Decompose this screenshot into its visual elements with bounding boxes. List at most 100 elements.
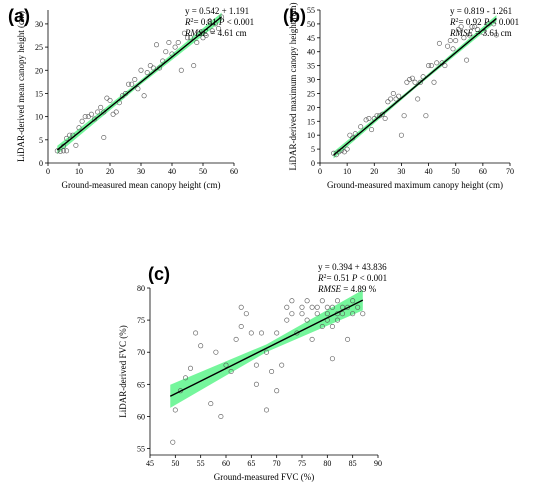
- data-point: [198, 343, 204, 349]
- x-tick-label: 10: [343, 167, 351, 176]
- x-tick-label: 75: [298, 459, 306, 468]
- data-point: [101, 135, 107, 141]
- data-point: [203, 32, 209, 38]
- r-symbol: R: [184, 17, 191, 27]
- x-tick-label: 45: [146, 459, 154, 468]
- data-point: [64, 135, 70, 141]
- data-point: [423, 113, 429, 119]
- data-point: [206, 19, 212, 25]
- data-point: [138, 67, 144, 73]
- data-point: [431, 79, 437, 85]
- panel-label: (b): [283, 6, 306, 26]
- y-tick-label: 15: [35, 89, 43, 98]
- x-tick-label: 55: [197, 459, 205, 468]
- data-point: [450, 46, 456, 52]
- data-point: [150, 65, 156, 71]
- data-point: [455, 26, 461, 32]
- data-point: [363, 117, 369, 123]
- rmse-value: = 4.61 cm: [208, 28, 247, 38]
- data-point: [208, 401, 214, 407]
- data-point: [95, 109, 101, 115]
- data-point: [223, 362, 229, 368]
- regression-line: [169, 299, 364, 397]
- x-tick-label: 50: [171, 459, 179, 468]
- r-squared-text: R2= 0.92 P < 0.001: [449, 17, 519, 27]
- data-point: [284, 304, 290, 310]
- y-tick-label: 50: [307, 20, 315, 29]
- x-tick-label: 60: [479, 167, 487, 176]
- data-point: [412, 79, 418, 85]
- rmse-text: RMSE = 4.61 cm: [184, 28, 247, 38]
- data-point: [144, 70, 150, 76]
- data-point: [188, 35, 194, 41]
- data-point: [238, 304, 244, 310]
- data-point: [366, 116, 372, 122]
- data-point: [64, 148, 70, 154]
- data-point: [358, 124, 364, 130]
- data-point: [294, 330, 300, 336]
- y-tick-label: 35: [307, 62, 315, 71]
- data-point: [188, 365, 194, 371]
- data-point: [347, 132, 353, 138]
- chart-panel-2: 0 10 20 30 40 50 60 70 0 5 10 15 20 25 30 35 40 45 50 55 Gro…: [283, 3, 519, 190]
- data-point: [67, 132, 73, 138]
- data-point: [243, 311, 249, 317]
- data-point: [445, 43, 451, 49]
- data-point: [401, 113, 407, 119]
- data-point: [324, 311, 330, 317]
- data-point: [461, 35, 467, 41]
- data-point: [355, 304, 361, 310]
- data-point: [73, 142, 79, 148]
- data-point: [407, 77, 413, 83]
- data-point: [428, 63, 434, 69]
- data-point: [350, 311, 356, 317]
- x-tick-label: 50: [452, 167, 460, 176]
- data-point: [92, 116, 98, 122]
- x-tick-label: 70: [273, 459, 281, 468]
- data-point: [263, 407, 269, 413]
- data-point: [253, 362, 259, 368]
- data-point: [216, 25, 222, 31]
- data-point: [107, 97, 113, 103]
- data-point: [409, 75, 415, 81]
- y-tick-label: 25: [307, 89, 315, 98]
- p-value: < 0.001: [489, 17, 519, 27]
- data-point: [172, 44, 178, 50]
- data-point: [466, 32, 472, 38]
- data-point: [181, 30, 187, 36]
- rmse-value: = 4.89 %: [341, 284, 377, 294]
- rmse-symbol: RMSE: [317, 284, 341, 294]
- r-squared-exponent: 2: [191, 18, 194, 24]
- data-point: [369, 127, 375, 133]
- x-tick-label: 65: [247, 459, 255, 468]
- r-symbol: R: [317, 273, 324, 283]
- data-point: [350, 298, 356, 304]
- x-tick-label: 60: [230, 167, 238, 176]
- y-tick-label: 0: [39, 159, 43, 168]
- data-point: [213, 349, 219, 355]
- y-tick-label: 75: [137, 316, 145, 325]
- data-point: [388, 96, 394, 102]
- data-point: [339, 311, 345, 317]
- x-tick-label: 0: [318, 167, 322, 176]
- regression-line: [56, 16, 223, 151]
- y-tick-label: 20: [35, 66, 43, 75]
- y-tick-label: 80: [137, 284, 145, 293]
- y-tick-label: 55: [137, 445, 145, 454]
- data-point: [404, 79, 410, 85]
- data-point: [82, 114, 88, 120]
- data-point: [360, 311, 366, 317]
- data-point: [284, 317, 290, 323]
- x-tick-label: 30: [397, 167, 405, 176]
- data-point: [390, 91, 396, 97]
- p-symbol: P: [483, 17, 490, 27]
- data-point: [233, 336, 239, 342]
- data-point: [299, 311, 305, 317]
- data-point: [172, 407, 178, 413]
- data-point: [377, 113, 383, 119]
- data-point: [415, 96, 421, 102]
- data-point: [469, 24, 475, 30]
- data-point: [417, 79, 423, 85]
- data-point: [319, 323, 325, 329]
- y-tick-label: 20: [307, 103, 315, 112]
